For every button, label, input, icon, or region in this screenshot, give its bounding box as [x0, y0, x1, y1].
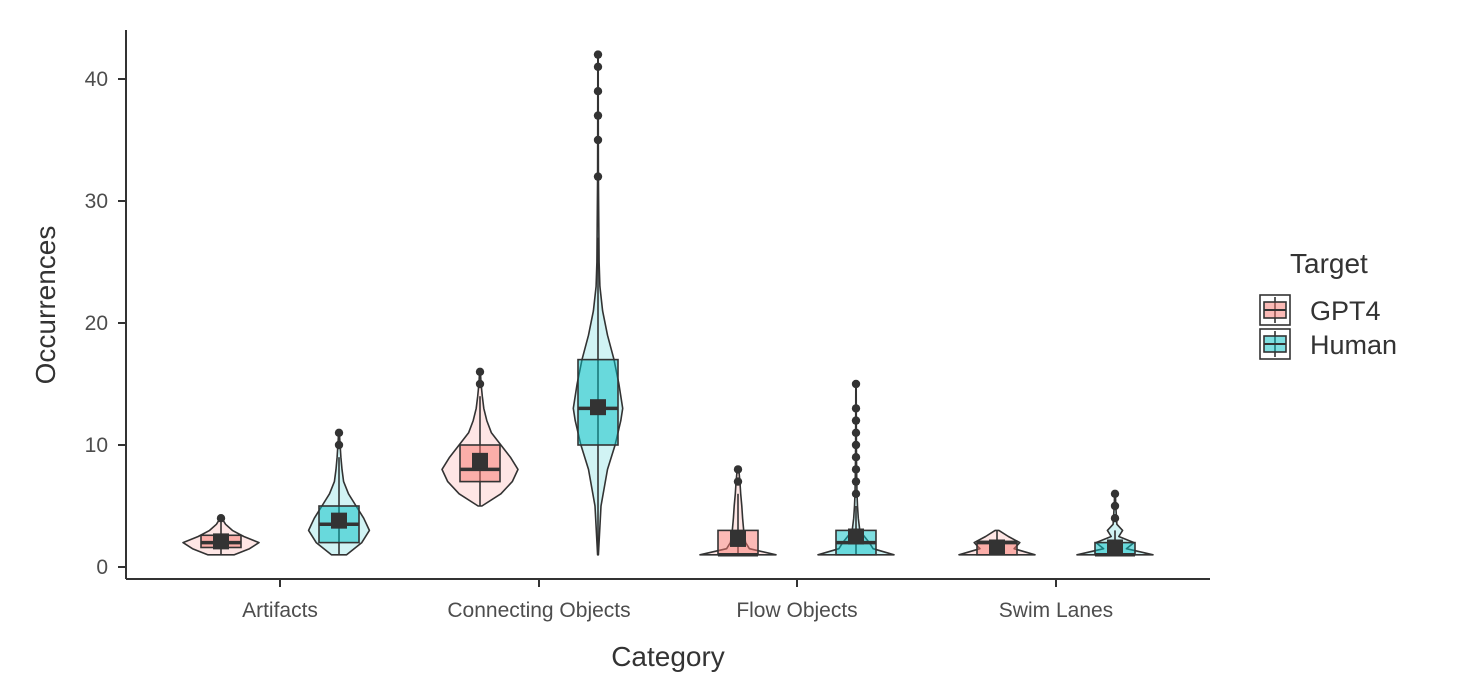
y-tick-label-30: 30 — [85, 190, 108, 213]
plot-area — [182, 50, 1154, 557]
outlier-human-flow-objects-7 — [851, 404, 861, 413]
legend-label-gpt4: GPT4 — [1310, 296, 1381, 326]
outlier-human-connecting-objects-5 — [593, 50, 603, 59]
axes — [125, 30, 1210, 580]
outlier-human-connecting-objects-2 — [593, 111, 603, 120]
x-tick-label-connecting-objects: Connecting Objects — [447, 599, 630, 622]
outlier-gpt4-flow-objects-1 — [733, 465, 743, 474]
outlier-human-connecting-objects-3 — [593, 87, 603, 96]
legend-item-human: Human — [1259, 328, 1397, 360]
legend-key-frame-human — [1259, 328, 1291, 360]
outlier-human-flow-objects-6 — [851, 416, 861, 425]
y-axis-title: Occurrences — [30, 226, 61, 385]
outlier-gpt4-artifacts-0 — [216, 514, 226, 523]
outlier-human-flow-objects-1 — [851, 477, 861, 486]
legend-key-frame-gpt4 — [1259, 294, 1291, 326]
x-ticks: Artifacts Connecting Objects Flow Objects S… — [242, 579, 1113, 622]
x-tick-label-flow-objects: Flow Objects — [736, 599, 857, 622]
outlier-human-swim-lanes-1 — [1110, 501, 1120, 511]
outlier-human-connecting-objects-0 — [593, 172, 603, 181]
legend-title: Target — [1290, 248, 1368, 279]
mean-human-connecting-objects — [590, 399, 606, 416]
mean-gpt4-flow-objects — [730, 530, 746, 547]
y-tick-label-40: 40 — [85, 68, 108, 91]
outlier-human-connecting-objects-1 — [593, 135, 603, 145]
mean-human-flow-objects — [848, 528, 864, 545]
outlier-human-swim-lanes-0 — [1110, 514, 1120, 523]
outlier-human-connecting-objects-4 — [593, 62, 603, 71]
outlier-gpt4-flow-objects-0 — [733, 477, 743, 486]
y-ticks: 0 10 20 30 40 — [85, 68, 126, 579]
y-tick-label-10: 10 — [85, 434, 108, 457]
mean-gpt4-swim-lanes — [989, 539, 1005, 556]
outlier-human-flow-objects-3 — [851, 453, 861, 462]
x-tick-label-swim-lanes: Swim Lanes — [999, 599, 1113, 622]
outlier-human-flow-objects-8 — [851, 379, 861, 389]
mean-gpt4-connecting-objects — [472, 452, 488, 469]
legend: Target GPT4 Human — [1259, 248, 1397, 360]
legend-item-gpt4: GPT4 — [1259, 294, 1381, 326]
legend-label-human: Human — [1310, 330, 1397, 360]
y-tick-label-20: 20 — [85, 312, 108, 335]
mean-human-swim-lanes — [1107, 539, 1123, 556]
mean-gpt4-artifacts — [213, 533, 229, 550]
outlier-human-artifacts-0 — [334, 440, 344, 450]
x-axis-title: Category — [611, 641, 725, 672]
outlier-human-flow-objects-4 — [851, 440, 861, 450]
outlier-gpt4-connecting-objects-1 — [475, 367, 485, 376]
outlier-human-flow-objects-5 — [851, 428, 861, 437]
outlier-human-swim-lanes-2 — [1110, 489, 1120, 498]
mean-human-artifacts — [331, 512, 347, 529]
y-tick-label-0: 0 — [96, 556, 108, 579]
outlier-human-flow-objects-2 — [851, 465, 861, 474]
x-tick-label-artifacts: Artifacts — [242, 599, 318, 622]
outlier-gpt4-connecting-objects-0 — [475, 379, 485, 389]
outlier-human-artifacts-1 — [334, 428, 344, 437]
outlier-human-flow-objects-0 — [851, 489, 861, 498]
